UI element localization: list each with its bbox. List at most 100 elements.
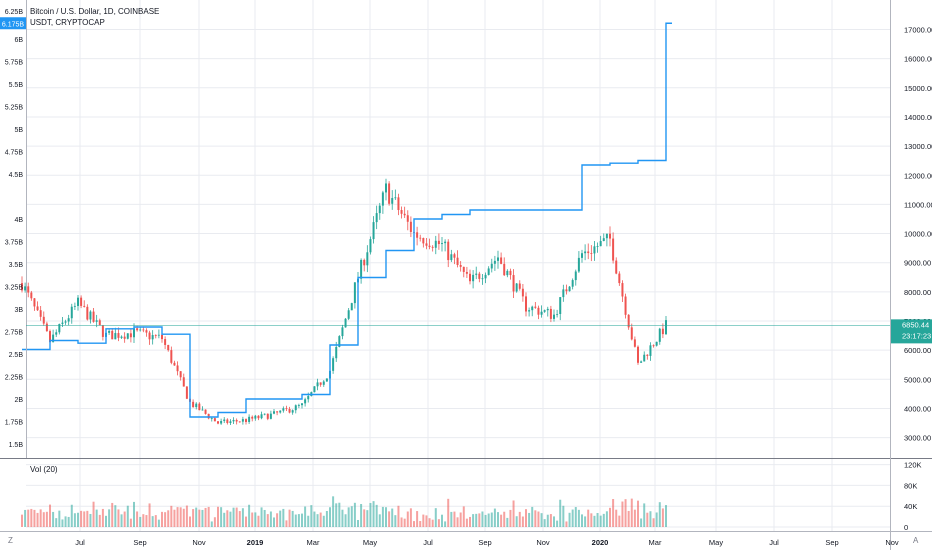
candle-body (235, 419, 238, 422)
candle-body (400, 210, 403, 214)
x-tick-label: Jul (75, 538, 85, 547)
candle-body (86, 306, 89, 320)
candle-body (612, 238, 615, 261)
candle-body (260, 414, 263, 419)
candle-body (95, 320, 98, 322)
right-tick-label: 12000.00 (904, 171, 932, 180)
candle-body (164, 339, 167, 345)
symbol-title[interactable]: Bitcoin / U.S. Dollar, 1D, COINBASE (30, 7, 160, 16)
volume-bar (114, 505, 117, 527)
volume-bar (254, 512, 257, 527)
x-tick-label: Nov (536, 538, 550, 547)
volume-bar (584, 516, 587, 527)
volume-bar (577, 509, 580, 527)
usdt-market-cap-line (22, 22, 672, 418)
volume-bar (447, 498, 450, 527)
x-tick-label: Sep (825, 538, 838, 547)
candle-body (515, 283, 518, 292)
current-price-value: 6850.44 (902, 320, 929, 329)
candle-body (341, 327, 344, 337)
volume-bar (444, 521, 447, 527)
volume-bar (58, 510, 61, 527)
candle-body (332, 358, 335, 371)
candle-body (114, 333, 117, 340)
volume-bar (549, 514, 552, 527)
volume-legend[interactable]: Vol (20) (30, 465, 58, 474)
left-tick-label: 4.5B (9, 172, 24, 179)
candle-body (490, 263, 493, 269)
volume-bar (431, 519, 434, 527)
left-tick-label: 2B (14, 397, 23, 404)
volume-bar (525, 509, 527, 527)
candle-body (129, 333, 132, 338)
candle-body (658, 328, 661, 342)
candle-body (58, 323, 61, 333)
volume-bar (67, 516, 70, 527)
candle-body (385, 183, 387, 193)
volume-bar (101, 508, 104, 527)
volume-bar (335, 503, 338, 527)
volume-bar (428, 518, 431, 527)
volume-bar (413, 521, 415, 527)
volume-bar (245, 516, 247, 527)
right-tick-label: 3000.00 (904, 434, 931, 443)
volume-bar (52, 511, 55, 527)
candle-body (546, 308, 549, 311)
candle-body (643, 354, 646, 362)
volume-bar (490, 512, 493, 527)
candle-body (453, 254, 456, 258)
candle-body (475, 273, 478, 275)
volume-bar (462, 506, 465, 527)
candle-body (484, 274, 487, 279)
volume-bar (568, 512, 571, 527)
candle-body (232, 419, 235, 422)
candle-body (577, 257, 580, 272)
volume-bar (437, 519, 440, 527)
candle-body (198, 403, 201, 411)
candle-body (633, 339, 636, 347)
candle-body (587, 251, 590, 254)
volume-bar (363, 509, 366, 527)
candle-body (176, 365, 179, 372)
candle-body (204, 409, 207, 414)
zoom-button[interactable]: Z (8, 536, 13, 545)
candle-body (52, 334, 55, 343)
volume-bar (273, 517, 275, 527)
candle-body (441, 243, 443, 245)
volume-bar (64, 516, 67, 527)
candle-body (213, 418, 216, 422)
volume-bar (263, 509, 266, 527)
bar-countdown: 23:17:23 (902, 331, 931, 340)
volume-bar (347, 507, 350, 527)
left-tick-label: 1.5B (9, 442, 24, 449)
candle-body (447, 241, 450, 261)
volume-bar (176, 507, 179, 527)
usdt-legend[interactable]: USDT, CRYPTOCAP (30, 18, 105, 27)
volume-bar (319, 512, 322, 527)
candle-body (652, 345, 655, 347)
volume-bar (565, 521, 568, 527)
candle-body (646, 354, 649, 356)
candle-body (133, 328, 135, 338)
candle-body (465, 271, 468, 274)
candle-body (391, 198, 394, 204)
volume-bar (469, 516, 471, 527)
candle-body (416, 232, 419, 238)
volume-bar (391, 508, 394, 527)
volume-bar (213, 517, 216, 527)
candle-body (173, 362, 176, 366)
candle-body (549, 308, 552, 319)
x-tick-label: Nov (885, 538, 899, 547)
candle-body (101, 325, 104, 337)
candle-body (201, 409, 204, 411)
volume-bar (655, 512, 658, 527)
volume-bar (148, 503, 151, 527)
candle-body (344, 318, 347, 328)
candle-body (288, 409, 291, 413)
candle-body (518, 283, 521, 289)
left-tick-label: 2.25B (5, 375, 24, 382)
auto-scale-button[interactable]: A (913, 536, 919, 545)
volume-bar (587, 509, 590, 527)
